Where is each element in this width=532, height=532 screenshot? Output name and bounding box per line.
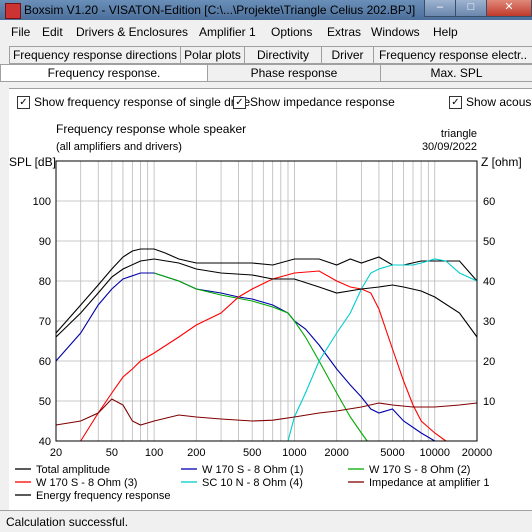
tab-phase-response[interactable]: Phase response <box>207 64 381 82</box>
plot-frame <box>55 160 478 442</box>
x-tick-label: 1000 <box>282 447 306 459</box>
y-tick-label: 40 <box>39 436 51 448</box>
y2-tick-label: 40 <box>483 276 495 288</box>
series-line <box>80 270 447 442</box>
x-tick-label: 20000 <box>462 447 493 459</box>
y-tick-label: 100 <box>33 196 51 208</box>
series-line <box>153 272 368 442</box>
legend-label: W 170 S - 8 Ohm (3) <box>36 477 137 489</box>
right-axis-label: Z [ohm] <box>481 155 522 169</box>
series-line <box>55 272 436 442</box>
series-line <box>55 258 478 338</box>
tab-max-spl[interactable]: Max. SPL <box>380 64 532 82</box>
y2-tick-label: 10 <box>483 396 495 408</box>
close-button[interactable]: ✕ <box>486 0 532 17</box>
tab-frequency-response-directions[interactable]: Frequency response directions <box>9 46 181 64</box>
chart-axes: 20 50 100 200 500 1000 2000 5000 10000 20000 40 50 6… <box>33 160 495 459</box>
app-icon <box>5 3 21 19</box>
x-tick-label: 2000 <box>324 447 348 459</box>
x-tick-label: 100 <box>145 447 163 459</box>
y2-tick-label: 60 <box>483 196 495 208</box>
menu-extras[interactable]: Extras <box>327 25 362 39</box>
show-impedance-label: Show impedance response <box>250 95 395 109</box>
menu-windows[interactable]: Windows <box>371 25 420 39</box>
menu-amplifier[interactable]: Amplifier 1 <box>199 25 256 39</box>
series-line <box>55 248 478 334</box>
x-tick-label: 5000 <box>380 447 404 459</box>
plot-area: 20 50 100 200 500 1000 2000 5000 10000 20000 40 50 6… <box>9 114 532 510</box>
plot-subtitle: (all amplifiers and drivers) <box>56 141 182 153</box>
x-tick-label: 20 <box>50 447 62 459</box>
series-line <box>56 258 478 442</box>
minimize-button[interactable]: – <box>424 0 456 17</box>
legend-label: Impedance at amplifier 1 <box>369 477 489 489</box>
x-tick-label: 500 <box>243 447 261 459</box>
frequency-response-chart: 20 50 100 200 500 1000 2000 5000 10000 20000 40 50 6… <box>9 122 522 502</box>
menu-help[interactable]: Help <box>433 25 458 39</box>
legend-label: SC 10 N - 8 Ohm (4) <box>202 477 303 489</box>
show-acoustic-checkbox[interactable]: ✓ <box>449 96 462 109</box>
plot-title: Frequency response whole speaker <box>56 122 246 136</box>
status-text: Calculation successful. <box>6 515 129 529</box>
x-tick-label: 200 <box>187 447 205 459</box>
tab-directivity[interactable]: Directivity <box>244 46 322 64</box>
y-tick-label: 50 <box>39 396 51 408</box>
maximize-button[interactable]: □ <box>455 0 487 17</box>
x-tick-label: 10000 <box>419 447 450 459</box>
show-single-drive-label: Show frequency response of single drive <box>34 95 251 109</box>
left-axis-label: SPL [dB] <box>9 155 56 169</box>
plot-date: 30/09/2022 <box>422 141 477 153</box>
y-tick-label: 90 <box>39 236 51 248</box>
show-acoustic-label: Show acous <box>466 95 532 109</box>
menu-bar: File Edit Drivers & Enclosures Amplifier… <box>0 20 532 42</box>
menu-drivers-enclosures[interactable]: Drivers & Enclosures <box>76 25 189 39</box>
x-tick-label: 50 <box>106 447 118 459</box>
legend-label: W 170 S - 8 Ohm (2) <box>369 464 470 476</box>
tab-frequency-response[interactable]: Frequency response. <box>0 64 208 82</box>
show-single-drive-checkbox[interactable]: ✓ <box>17 96 30 109</box>
chart-grid <box>55 161 478 442</box>
menu-edit[interactable]: Edit <box>42 25 63 39</box>
y-tick-label: 70 <box>39 316 51 328</box>
show-impedance-checkbox[interactable]: ✓ <box>233 96 246 109</box>
chart-series <box>55 248 478 442</box>
tab-frequency-response-electr[interactable]: Frequency response electr.. <box>373 46 532 64</box>
menu-options[interactable]: Options <box>271 25 313 39</box>
tab-polar-plots[interactable]: Polar plots <box>180 46 245 64</box>
window-title: Boxsim V1.20 - VISATON-Edition [C:\...\P… <box>24 3 416 17</box>
tab-driver[interactable]: Driver <box>321 46 374 64</box>
y-tick-label: 60 <box>39 356 51 368</box>
options-bar: ✓ Show frequency response of single driv… <box>9 88 532 114</box>
y2-tick-label: 50 <box>483 236 495 248</box>
series-line <box>55 398 478 426</box>
legend-label: W 170 S - 8 Ohm (1) <box>202 464 303 476</box>
legend-label: Total amplitude <box>36 464 110 476</box>
y2-tick-label: 20 <box>483 356 495 368</box>
menu-file[interactable]: File <box>11 25 31 39</box>
status-bar: Calculation successful. <box>0 510 532 532</box>
legend-label: Energy frequency response <box>36 490 171 502</box>
title-bar: Boxsim V1.20 - VISATON-Edition [C:\...\P… <box>0 0 532 20</box>
project-name: triangle <box>441 128 477 140</box>
y-tick-label: 80 <box>39 276 51 288</box>
chart-legend: Total amplitude W 170 S - 8 Ohm (1) W 170 … <box>15 464 489 502</box>
y2-tick-label: 30 <box>483 316 495 328</box>
